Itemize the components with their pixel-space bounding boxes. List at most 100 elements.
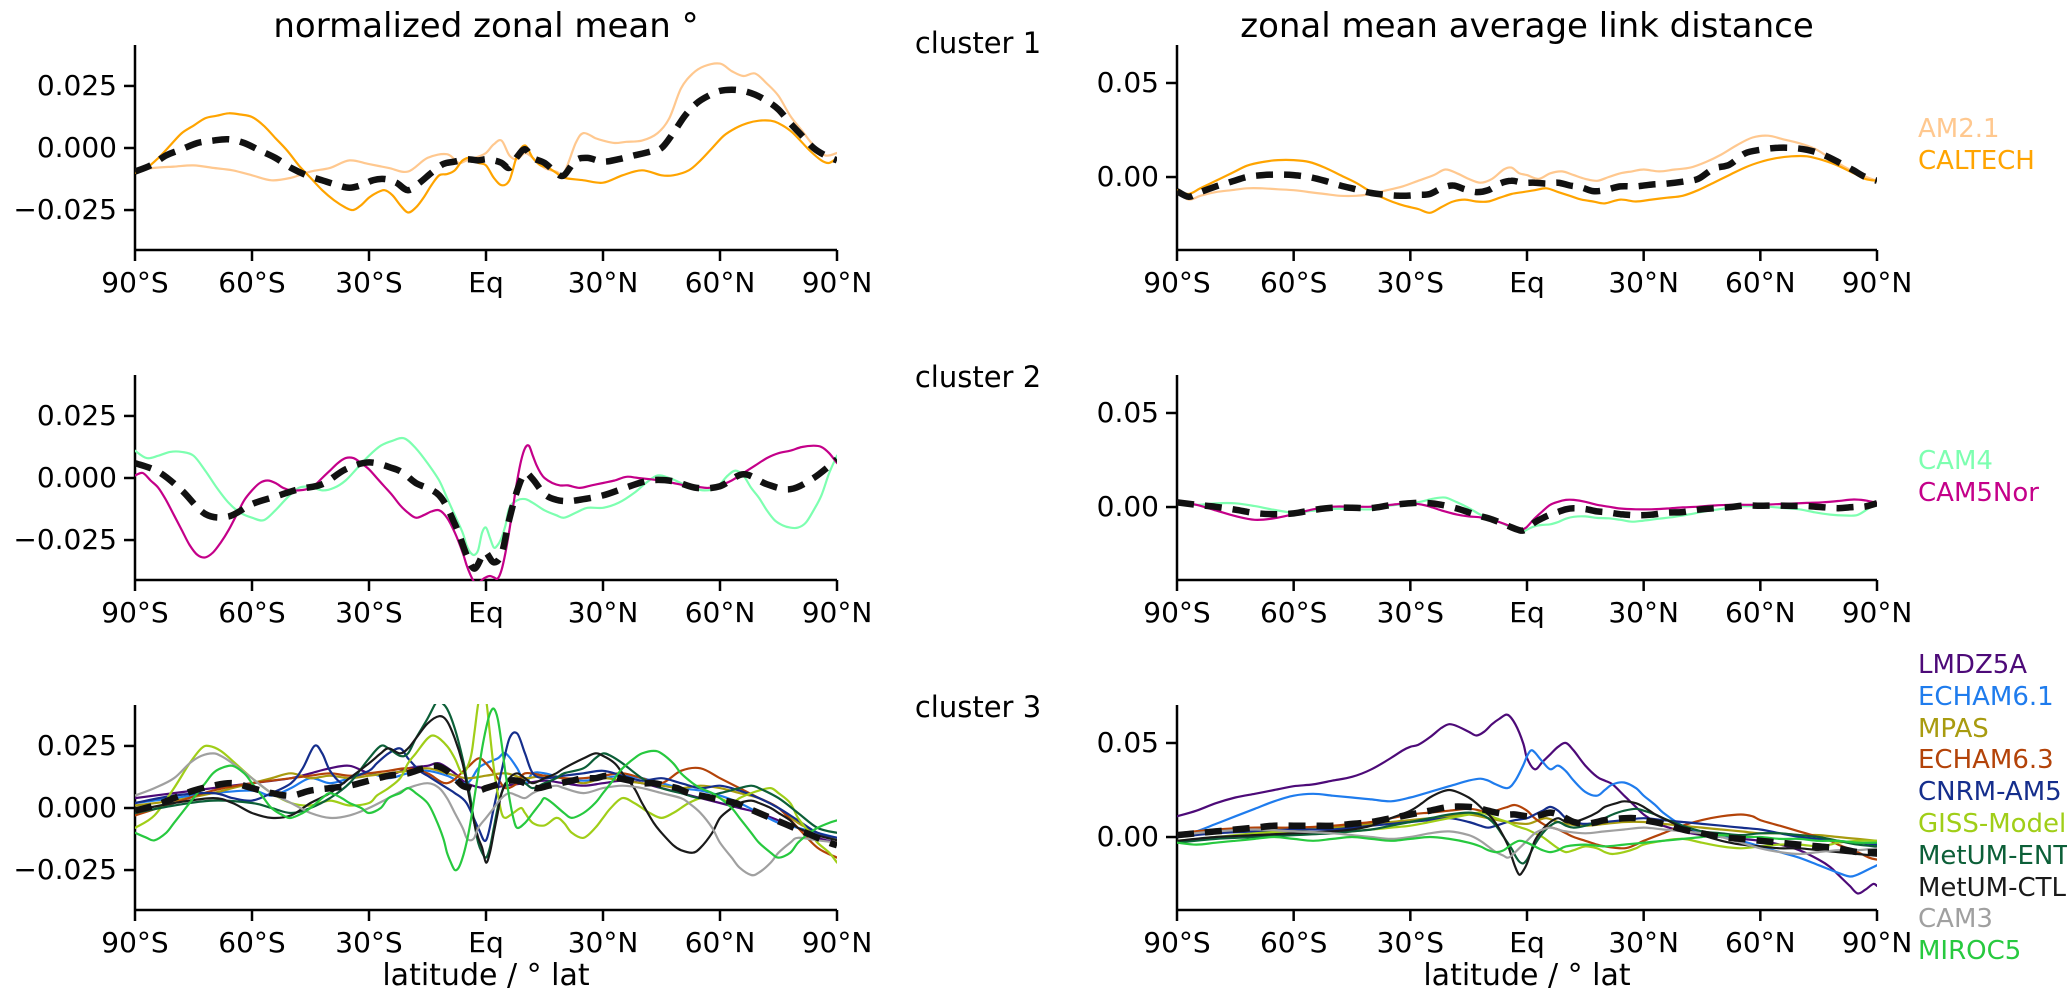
legend-item-MetUM-ENT: MetUM-ENT [1918,840,2067,871]
legend-item-CALTECH: CALTECH [1918,145,2035,176]
y-tick-label: −0.025 [13,522,117,556]
legend-cluster-3: LMDZ5A ECHAM6.1 MPAS ECHAM6.3 CNRM-AM5 GISS-M… [1918,650,2067,968]
x-tick-label: 90°N [801,926,873,959]
cluster-mean-line [1177,803,1877,856]
x-tick-label: 60°S [218,266,286,299]
x-tick-label: 90°N [1841,266,1913,299]
x-tick-label: 30°N [1608,926,1679,959]
y-tick-label: 0.025 [36,398,117,432]
x-tick-label: 60°S [1259,596,1328,629]
legend-item-MIROC5: MIROC5 [1918,936,2022,967]
cluster-mean-line [135,762,837,849]
legend-cluster-2: CAM4 CAM5Nor [1918,446,2039,510]
x-tick-label: 90°S [1143,596,1211,629]
x-tick-label: 60°S [218,596,286,629]
x-tick-label: 30°S [1376,266,1445,299]
x-tick-label: 60°N [684,926,756,959]
legend-item-CNRM-AM5: CNRM-AM5 [1918,777,2062,808]
legend-item-LMDZ5A: LMDZ5A [1918,650,2028,680]
legend-item-MetUM-CTL: MetUM-CTL [1918,872,2066,903]
y-tick-label: 0.000 [36,790,117,824]
legend-item-ECHAM6.3: ECHAM6.3 [1918,745,2054,776]
x-tick-label: 60°S [1259,266,1328,299]
series-line-CALTECH [135,112,837,214]
panel-cluster3-left [124,704,839,921]
series-line-CAM4 [135,436,837,557]
x-tick-label: 60°N [1725,596,1796,629]
series-line-MIROC5 [135,707,837,872]
x-tick-label: 30°N [567,596,639,629]
x-tick-label: Eq [1509,266,1545,299]
legend-item-CAM3: CAM3 [1918,904,1993,935]
cluster-mean-line [135,86,837,194]
x-tick-label: 30°S [335,926,403,959]
x-tick-label: 90°S [1143,266,1211,299]
panel-cluster3-right [1166,705,1879,921]
x-tick-label: 90°N [1841,926,1913,959]
y-tick-label: 0.05 [1096,65,1159,99]
y-tick-label: 0.000 [36,130,117,164]
y-tick-label: 0.05 [1096,395,1159,429]
x-tick-label: Eq [468,266,504,299]
series-line-CAM5Nor [135,444,837,581]
x-tick-label: 60°N [684,596,756,629]
x-tick-label: Eq [1509,596,1545,629]
y-tick-label: 0.025 [36,68,117,102]
series-line-ECHAM6.3 [135,757,837,859]
series-line-CAM5Nor [1177,498,1877,531]
panel-cluster2-left [124,375,839,591]
cluster-3-label: cluster 3 [914,690,1042,724]
left-column-title: normalized zonal mean ° [273,6,699,46]
y-tick-label: 0.05 [1096,725,1159,759]
x-tick-label: Eq [468,926,504,959]
series-line-AM2.1 [135,62,837,182]
x-tick-label: 60°S [218,926,286,959]
x-tick-label: 90°N [801,596,873,629]
y-tick-label: 0.00 [1096,489,1159,523]
series-line-CAM3 [1177,826,1877,859]
y-tick-label: 0.00 [1096,819,1159,853]
legend-item-ECHAM6.1: ECHAM6.1 [1918,681,2054,712]
x-tick-label: 30°N [1608,596,1679,629]
cluster-mean-line [1177,144,1877,201]
y-tick-label: 0.025 [36,728,117,762]
series-line-LMDZ5A [1177,713,1877,895]
legend-item-AM2.1: AM2.1 [1918,114,2000,144]
legend-item-CAM5Nor: CAM5Nor [1918,477,2039,508]
cluster-1-label: cluster 1 [914,26,1042,60]
x-tick-label: 90°S [101,596,169,629]
y-tick-label: −0.025 [13,192,117,226]
panel-cluster2-right [1166,375,1879,591]
panel-cluster1-right [1166,45,1879,261]
y-tick-label: 0.000 [36,460,117,494]
legend-item-GISS-ModelE2: GISS-ModelE2 [1918,808,2067,839]
x-tick-label: 60°N [684,266,756,299]
legend-item-CAM4: CAM4 [1918,446,1993,476]
x-tick-label: 30°N [567,926,639,959]
x-tick-label: 60°N [1725,926,1796,959]
series-line-AM2.1 [1177,134,1877,201]
x-axis-label-left: latitude / ° lat [382,958,590,993]
x-tick-label: 30°N [567,266,639,299]
y-tick-label: 0.00 [1096,159,1159,193]
x-tick-label: 90°S [1143,926,1211,959]
cluster-2-label: cluster 2 [914,360,1042,394]
series-line-CALTECH [1177,154,1877,214]
cluster-mean-line [1177,499,1877,534]
x-tick-label: 90°S [101,926,169,959]
x-tick-label: 30°S [335,266,403,299]
series-line-ECHAM6.1 [135,751,837,839]
series-line-CNRM-AM5 [1177,805,1877,846]
cluster-mean-line [135,456,837,572]
panel-cluster1-left [124,45,839,261]
y-tick-label: −0.025 [13,852,117,886]
series-line-ECHAM6.1 [1177,749,1877,878]
legend-cluster-1: AM2.1 CALTECH [1918,114,2035,178]
x-tick-label: 60°S [1259,926,1328,959]
x-tick-label: 30°S [1376,926,1445,959]
x-tick-label: Eq [468,596,504,629]
x-tick-label: 30°S [335,596,403,629]
x-tick-label: 60°N [1725,266,1796,299]
